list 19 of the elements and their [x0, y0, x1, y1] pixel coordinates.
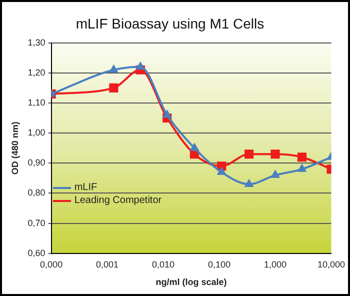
y-tick-label: 0,80 — [28, 188, 46, 198]
x-tick-label: 0,010 — [152, 259, 175, 270]
y-tick-label: 0,70 — [28, 218, 46, 228]
chart-title: mLIF Bioassay using M1 Cells — [76, 15, 264, 32]
legend-label: mLIF — [74, 181, 98, 194]
y-tick-label: 1,00 — [28, 128, 46, 138]
x-tick-label: 0,100 — [208, 259, 231, 270]
x-tick-label: 10,000 — [317, 259, 345, 270]
y-axis-title: OD (480 nm) — [10, 122, 20, 175]
y-tick-label: 0,90 — [28, 158, 46, 168]
y-tick-label: 1,30 — [28, 37, 46, 48]
x-tick-label: 0,000 — [40, 259, 63, 270]
x-tick-label: 1,000 — [264, 259, 287, 270]
y-tick-label: 0,60 — [28, 248, 46, 258]
legend-label: Leading Competitor — [74, 194, 162, 208]
y-tick-label: 1,10 — [28, 97, 46, 108]
x-tick-label: 0,001 — [96, 259, 119, 270]
y-tick-label: 1,20 — [28, 67, 46, 78]
x-axis-title: ng/ml (log scale) — [156, 277, 227, 288]
